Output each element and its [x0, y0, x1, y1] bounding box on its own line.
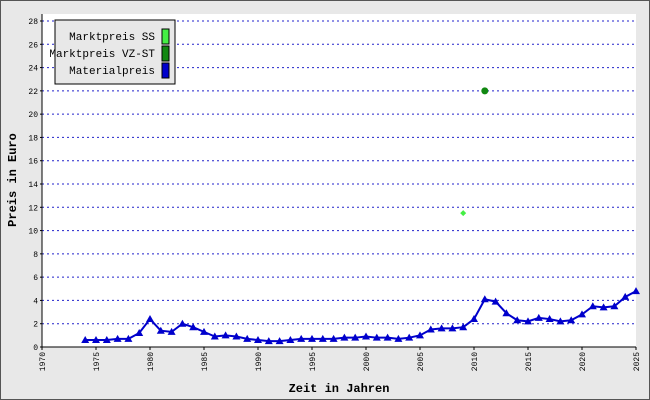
y-tick-label: 8: [33, 251, 38, 260]
point: [297, 334, 306, 342]
legend-label: Marktpreis SS: [69, 32, 155, 44]
x-tick-label: 2025: [633, 352, 642, 371]
point: [567, 316, 576, 324]
point: [502, 309, 511, 317]
y-tick-label: 4: [33, 297, 38, 306]
point: [210, 332, 219, 340]
x-tick-label: 1985: [201, 352, 210, 371]
x-tick-label: 1995: [309, 352, 318, 371]
legend-swatch: [161, 28, 170, 45]
point: [351, 333, 360, 341]
point: [167, 327, 176, 335]
point: [308, 334, 316, 342]
x-tick-label: 2010: [471, 352, 480, 371]
point: [491, 297, 500, 305]
legend-label: Marktpreis VZ-ST: [49, 49, 155, 61]
point: [178, 319, 187, 327]
point: [621, 292, 630, 300]
point: [124, 334, 133, 342]
point: [254, 336, 262, 344]
point: [156, 326, 165, 334]
point: [599, 303, 608, 311]
point: [102, 336, 111, 344]
y-tick-label: 26: [28, 41, 38, 50]
point: [243, 334, 252, 342]
x-tick-label: 2005: [417, 352, 426, 371]
x-tick-label: 2000: [363, 352, 372, 371]
legend-swatch: [161, 45, 170, 62]
point: [146, 315, 154, 323]
y-tick-label: 10: [28, 228, 38, 237]
legend-swatch: [161, 62, 170, 79]
point: [534, 313, 543, 321]
point: [372, 333, 381, 341]
point: [545, 315, 554, 323]
point: [394, 334, 403, 342]
x-axis-title: Zeit in Jahren: [289, 382, 390, 396]
x-tick-label: 2020: [579, 352, 588, 371]
y-tick-label: 2: [33, 321, 38, 330]
point: [578, 310, 586, 318]
y-tick-label: 22: [28, 88, 38, 97]
point: [513, 316, 522, 324]
y-tick-label: 28: [28, 18, 38, 27]
point: [81, 336, 90, 344]
point: [200, 327, 208, 335]
y-tick-label: 6: [33, 274, 38, 283]
x-tick-label: 1980: [147, 352, 156, 371]
point: [92, 336, 100, 344]
point: [480, 295, 489, 303]
point: [610, 302, 619, 310]
point: [286, 336, 295, 344]
point: [426, 325, 435, 333]
point: [264, 337, 273, 345]
point: [524, 317, 532, 325]
point: [405, 333, 414, 341]
point: [556, 317, 565, 325]
x-tick-label: 2015: [525, 352, 534, 371]
series-line: [85, 290, 637, 343]
point: [329, 334, 338, 342]
x-tick-label: 1990: [255, 352, 264, 371]
point: [416, 331, 424, 339]
y-tick-label: 12: [28, 204, 38, 213]
point: [340, 333, 349, 341]
y-tick-label: 0: [33, 344, 38, 353]
point: [318, 334, 327, 342]
point: [362, 332, 370, 340]
point: [232, 332, 241, 340]
x-tick-label: 1970: [39, 352, 48, 371]
legend-label: Materialpreis: [69, 66, 155, 78]
point: [437, 324, 446, 332]
point: [135, 329, 144, 337]
point: [459, 323, 468, 331]
legend-box: [54, 19, 176, 85]
point: [470, 315, 478, 323]
y-tick-label: 24: [28, 65, 38, 74]
y-tick-label: 14: [28, 181, 38, 190]
point: [448, 324, 457, 332]
point: [481, 87, 489, 95]
y-tick-label: 20: [28, 111, 38, 120]
point: [113, 334, 122, 342]
x-tick-label: 1975: [93, 352, 102, 371]
y-tick-label: 18: [28, 134, 38, 143]
y-axis-title: Preis in Euro: [6, 133, 20, 227]
point: [189, 323, 198, 331]
point: [275, 337, 284, 345]
y-tick-label: 16: [28, 158, 38, 167]
point: [632, 287, 640, 295]
point: [383, 333, 392, 341]
point: [221, 331, 230, 339]
point: [460, 210, 467, 217]
point: [588, 302, 597, 310]
